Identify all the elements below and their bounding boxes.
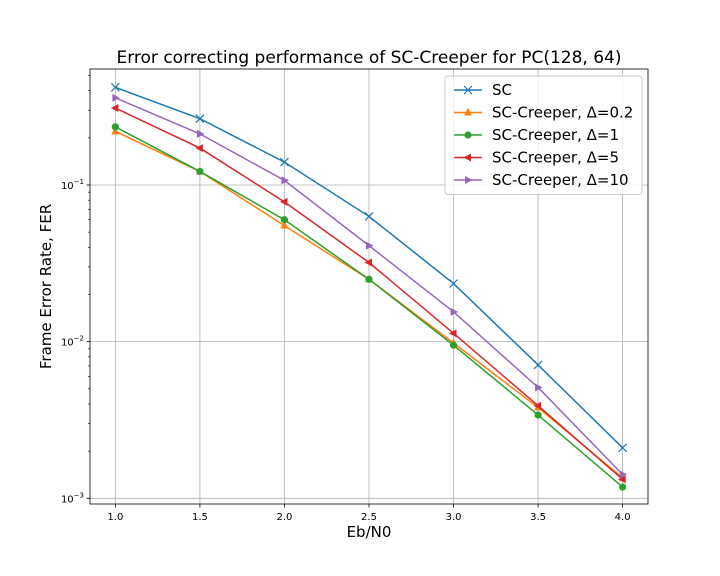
data-point: [533, 360, 543, 370]
data-point: [196, 167, 204, 176]
y-tick-exponent: −3: [74, 491, 84, 499]
legend: SC SC-Creeper, Δ=0.2 SC-Creeper, Δ=1 SC-Cre…: [444, 75, 643, 195]
legend-item: SC: [454, 81, 512, 99]
legend-marker: [464, 131, 472, 139]
y-tick-label: 10−3: [61, 491, 84, 505]
legend-marker: [464, 108, 472, 116]
data-point: [365, 275, 373, 283]
legend-marker: [463, 85, 473, 95]
data-point: [366, 241, 374, 250]
data-point: [533, 401, 542, 410]
y-tick-base: 10: [61, 338, 74, 349]
x-tick-label: 2.0: [277, 512, 293, 523]
x-axis-label: Eb/N0: [347, 523, 392, 541]
data-point: [196, 129, 205, 138]
legend-marker: [465, 176, 473, 184]
x-tick-label: 1.0: [107, 512, 123, 523]
legend-item: SC-Creeper, Δ=0.2: [454, 104, 633, 122]
y-tick-exponent: −2: [74, 335, 84, 343]
y-tick-base: 10: [61, 181, 74, 192]
data-point: [111, 123, 119, 131]
data-point: [449, 341, 458, 349]
y-tick-label: 10−1: [61, 178, 84, 192]
ticks: 1.0 1.5 2.0 2.5 3.0 3.5 4.010−110−210−3: [61, 75, 631, 523]
data-point: [195, 114, 205, 124]
legend-item: SC-Creeper, Δ=5: [454, 149, 619, 167]
data-point: [450, 307, 459, 316]
y-axis-label: Frame Error Rate, FER: [37, 204, 55, 369]
chart-title: Error correcting performance of SC-Creep…: [116, 48, 621, 68]
data-point: [364, 212, 374, 221]
data-point: [534, 411, 542, 419]
data-point: [619, 483, 627, 491]
data-point: [449, 329, 457, 338]
data-point: [195, 144, 203, 153]
series-2: [111, 123, 627, 491]
legend-label: SC: [492, 81, 512, 99]
data-point: [364, 258, 372, 267]
series-4: [112, 93, 628, 479]
data-point: [535, 383, 543, 392]
grid: [90, 69, 648, 504]
data-point: [279, 197, 288, 206]
data-point: [618, 443, 628, 453]
series-layer: [110, 82, 628, 491]
legend-label: SC-Creeper, Δ=0.2: [492, 104, 633, 122]
y-tick-exponent: −1: [74, 178, 84, 186]
legend-item: SC-Creeper, Δ=10: [454, 171, 629, 189]
x-tick-label: 1.5: [192, 512, 208, 523]
data-point: [280, 157, 289, 167]
data-point: [280, 221, 289, 229]
series-3: [110, 104, 626, 484]
legend-marker: [463, 153, 471, 162]
y-tick-label: 10−2: [61, 335, 84, 349]
data-point: [112, 93, 120, 102]
series-0: [110, 82, 628, 453]
data-point: [111, 126, 120, 135]
x-tick-label: 3.0: [446, 512, 462, 523]
data-point: [619, 470, 628, 479]
x-tick-label: 2.5: [361, 512, 377, 523]
data-point: [110, 82, 120, 92]
data-point: [281, 176, 289, 185]
data-point: [280, 216, 289, 224]
legend-item: SC-Creeper, Δ=1: [454, 126, 619, 144]
legend-label: SC-Creeper, Δ=1: [492, 126, 619, 144]
legend-label: SC-Creeper, Δ=5: [492, 149, 619, 167]
legend-label: SC-Creeper, Δ=10: [492, 171, 629, 189]
x-tick-label: 3.5: [530, 512, 546, 523]
data-point: [618, 475, 626, 484]
y-tick-base: 10: [61, 494, 74, 505]
data-point: [449, 279, 458, 288]
data-point: [110, 104, 119, 113]
x-tick-label: 4.0: [615, 512, 631, 523]
legend-box: [444, 75, 643, 195]
